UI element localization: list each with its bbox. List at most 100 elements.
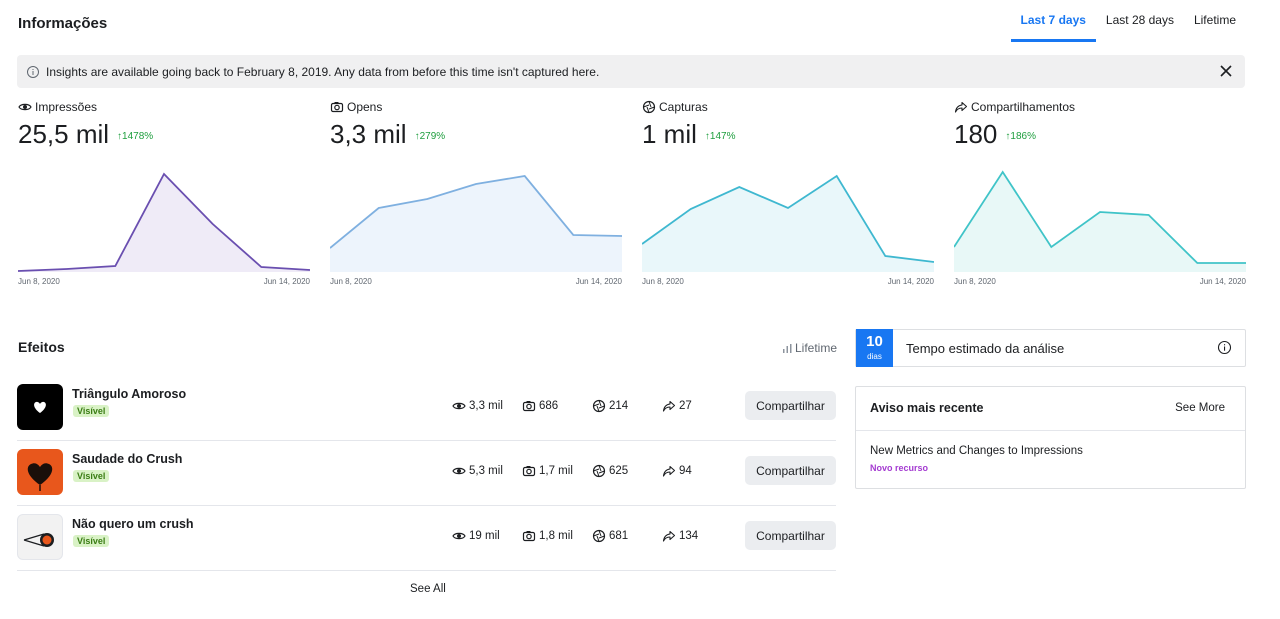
metric-label: Compartilhamentos bbox=[971, 100, 1076, 114]
captures-stat: 681 bbox=[592, 529, 628, 543]
share-icon bbox=[662, 464, 676, 478]
camera-icon bbox=[522, 529, 536, 543]
see-all-link[interactable]: See All bbox=[410, 583, 446, 595]
captures-stat: 625 bbox=[592, 464, 628, 478]
axis-end-label: Jun 14, 2020 bbox=[1199, 277, 1246, 286]
effect-name[interactable]: Saudade do Crush bbox=[72, 452, 183, 466]
metric-impressions: Impressões 25,5 mil ↑1478% Jun 8, 2020 J… bbox=[18, 98, 310, 286]
effects-range-link[interactable]: Lifetime bbox=[782, 341, 837, 355]
share-button[interactable]: Compartilhar bbox=[745, 391, 836, 420]
shares-stat: 27 bbox=[662, 399, 692, 413]
metric-value: 180 bbox=[954, 119, 998, 149]
banner-text: Insights are available going back to Feb… bbox=[46, 64, 600, 79]
metric-shares: Compartilhamentos 180 ↑186% Jun 8, 2020 … bbox=[954, 98, 1246, 286]
eye-icon bbox=[18, 100, 32, 114]
effect-thumbnail bbox=[17, 514, 63, 560]
effects-title: Efeitos bbox=[18, 339, 65, 355]
info-banner: Insights are available going back to Feb… bbox=[17, 55, 1245, 88]
latest-notice-card: Aviso mais recente See More New Metrics … bbox=[855, 386, 1246, 489]
share-icon bbox=[954, 100, 968, 114]
effect-row: Triângulo Amoroso Visível 3,3 mil 686 21… bbox=[17, 377, 836, 441]
info-icon bbox=[26, 65, 40, 79]
impressions-stat: 19 mil bbox=[452, 529, 500, 543]
effect-row: Não quero um crush Visível 19 mil 1,8 mi… bbox=[17, 507, 836, 571]
share-button[interactable]: Compartilhar bbox=[745, 456, 836, 485]
chart-area bbox=[954, 172, 1246, 272]
aperture-icon bbox=[592, 529, 606, 543]
metric-captures: Capturas 1 mil ↑147% Jun 8, 2020 Jun 14,… bbox=[642, 98, 934, 286]
divider bbox=[856, 430, 1245, 431]
metric-opens: Opens 3,3 mil ↑279% Jun 8, 2020 Jun 14, … bbox=[330, 98, 622, 286]
new-feature-tag: Novo recurso bbox=[870, 463, 929, 473]
share-icon bbox=[662, 399, 676, 413]
metric-change: ↑186% bbox=[1005, 131, 1036, 142]
see-more-link[interactable]: See More bbox=[1175, 402, 1225, 414]
metric-change: ↑147% bbox=[704, 131, 736, 142]
review-label: Tempo estimado da análise bbox=[906, 341, 1065, 356]
camera-icon bbox=[330, 100, 344, 114]
chart-area bbox=[642, 176, 934, 272]
opens-stat: 686 bbox=[522, 399, 558, 413]
eye-icon bbox=[452, 399, 466, 413]
tab-last-28-days[interactable]: Last 28 days bbox=[1105, 13, 1174, 27]
close-icon[interactable] bbox=[1219, 64, 1233, 78]
review-days-number: 10 bbox=[866, 333, 883, 350]
axis-start-label: Jun 8, 2020 bbox=[954, 277, 996, 286]
opens-chart bbox=[330, 175, 622, 272]
tab-lifetime[interactable]: Lifetime bbox=[1193, 13, 1236, 27]
review-days-badge: 10 dias bbox=[856, 329, 893, 367]
metric-change: ↑279% bbox=[414, 131, 446, 142]
opens-stat: 1,8 mil bbox=[522, 529, 573, 543]
metric-label: Impressões bbox=[35, 100, 98, 114]
share-icon bbox=[662, 529, 676, 543]
axis-end-label: Jun 14, 2020 bbox=[575, 277, 622, 286]
status-badge: Visível bbox=[73, 535, 110, 547]
heart-icon bbox=[34, 401, 46, 413]
captures-chart bbox=[642, 174, 934, 272]
axis-start-label: Jun 8, 2020 bbox=[330, 277, 372, 286]
captures-stat: 214 bbox=[592, 399, 628, 413]
notice-title: Aviso mais recente bbox=[870, 401, 984, 415]
effects-range-label: Lifetime bbox=[795, 341, 838, 355]
camera-icon bbox=[522, 399, 536, 413]
impressions-stat: 5,3 mil bbox=[452, 464, 503, 478]
notice-item-link[interactable]: New Metrics and Changes to Impressions bbox=[870, 445, 1083, 457]
shares-stat: 94 bbox=[662, 464, 692, 478]
bar-chart-icon bbox=[783, 343, 792, 353]
chart-area bbox=[18, 174, 310, 272]
review-days-unit: dias bbox=[867, 352, 882, 361]
effect-thumbnail bbox=[17, 449, 63, 495]
metric-label: Opens bbox=[347, 100, 383, 114]
date-range-tabs: Last 7 days Last 28 days Lifetime bbox=[1010, 12, 1246, 42]
metric-change: ↑1478% bbox=[117, 131, 154, 142]
tab-last-7-days[interactable]: Last 7 days bbox=[1010, 12, 1096, 42]
axis-end-label: Jun 14, 2020 bbox=[263, 277, 310, 286]
heart-icon bbox=[27, 463, 53, 491]
effect-row: Saudade do Crush Visível 5,3 mil 1,7 mil… bbox=[17, 442, 836, 506]
chart-area bbox=[330, 176, 622, 272]
opens-stat: 1,7 mil bbox=[522, 464, 573, 478]
info-icon[interactable] bbox=[1217, 340, 1232, 355]
eye-icon bbox=[452, 529, 466, 543]
metric-value: 25,5 mil bbox=[18, 119, 110, 149]
effect-name[interactable]: Não quero um crush bbox=[72, 517, 194, 531]
status-badge: Visível bbox=[73, 405, 110, 417]
aperture-icon bbox=[592, 399, 606, 413]
shares-chart bbox=[954, 170, 1246, 272]
aperture-icon bbox=[642, 100, 656, 114]
share-button[interactable]: Compartilhar bbox=[745, 521, 836, 550]
status-badge: Visível bbox=[73, 470, 110, 482]
metric-value: 1 mil bbox=[642, 119, 697, 149]
page-title: Informações bbox=[18, 15, 108, 32]
crush-target-icon bbox=[23, 533, 54, 547]
eye-icon bbox=[452, 464, 466, 478]
axis-end-label: Jun 14, 2020 bbox=[887, 277, 934, 286]
effect-name[interactable]: Triângulo Amoroso bbox=[72, 387, 187, 401]
axis-start-label: Jun 8, 2020 bbox=[18, 277, 60, 286]
shares-stat: 134 bbox=[662, 529, 698, 543]
metric-value: 3,3 mil bbox=[330, 119, 407, 149]
axis-start-label: Jun 8, 2020 bbox=[642, 277, 684, 286]
impressions-chart bbox=[18, 172, 310, 272]
aperture-icon bbox=[592, 464, 606, 478]
review-time-card: 10 dias Tempo estimado da análise bbox=[855, 329, 1246, 367]
